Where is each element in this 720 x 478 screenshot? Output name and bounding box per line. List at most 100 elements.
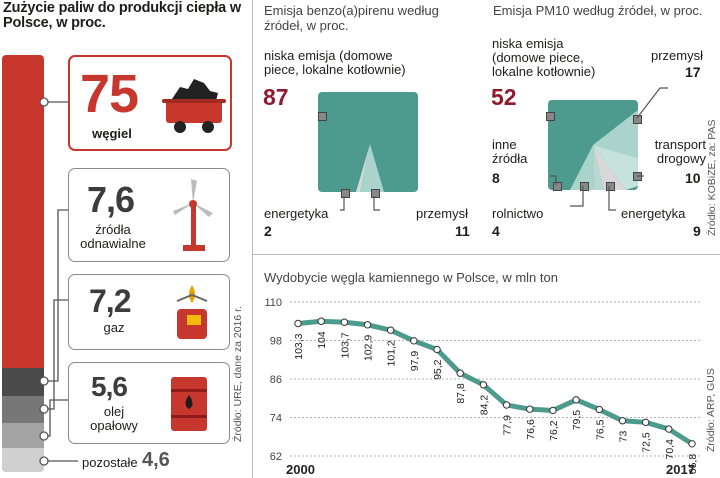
pm10-slice-inne [570, 145, 594, 190]
data-label: 76,6 [525, 419, 537, 440]
pm10-title: Emisja PM10 według źródeł, w proc. [493, 3, 703, 18]
bar-segment-other [2, 448, 44, 472]
bap-energetyka-value: 2 [264, 223, 272, 239]
connector-renewables [44, 209, 68, 382]
value-gas: 7,2 [89, 283, 131, 319]
gas-burner-icon [176, 285, 208, 339]
bap-area-chart [318, 92, 418, 192]
pm10-main-label: niska emisja (domowe piece, lokalne kotł… [492, 36, 596, 79]
series-line [295, 318, 695, 447]
data-point [340, 318, 349, 326]
label-renewables: źródła odnawialne [80, 222, 146, 251]
bap-slice-energetyka [356, 144, 370, 192]
data-label: 76,2 [548, 420, 560, 441]
data-label: 84,2 [478, 395, 490, 416]
bap-slice-przemysl [360, 144, 384, 192]
pm10-marker-main [546, 112, 555, 121]
left-source: Źródło: URE, dane za 2016 r. [232, 306, 244, 442]
bar-segment-oil [2, 423, 44, 448]
pm10-slice-rolnictwo [593, 145, 604, 190]
y-tick-label: 110 [264, 297, 282, 309]
pm10-area-chart [548, 100, 638, 190]
bap-main-label: niska emisja (domowe piece, lokalne kotł… [264, 48, 406, 77]
divider-horizontal [252, 254, 720, 255]
divider-vertical [252, 0, 253, 478]
pm10-inne-label: inne źródła [492, 137, 528, 166]
pm10-main-value: 52 [491, 84, 517, 110]
data-point [549, 406, 557, 415]
label-gas: gaz [103, 320, 125, 335]
bar-segment-coal [2, 55, 44, 372]
pm10-marker-energetyka [606, 182, 615, 191]
data-label: 73 [617, 431, 629, 443]
value-renewables: 7,6 [87, 179, 135, 220]
wind-turbine-icon [173, 179, 213, 251]
line-source: Źródło: ARP, GUS [705, 368, 717, 452]
value-coal: 75 [80, 64, 139, 124]
y-tick-label: 86 [270, 374, 282, 386]
data-point [641, 418, 650, 427]
pm10-leaders [550, 87, 668, 211]
pm10-rolnictwo-label: rolnictwo [492, 206, 544, 221]
label-oil: olej opałowy [90, 404, 138, 433]
bap-marker-main [318, 112, 327, 121]
pm10-energetyka-value: 9 [693, 223, 701, 239]
fuel-stack-graphic [2, 55, 78, 472]
label-other: pozostałe [82, 455, 138, 470]
data-point [456, 369, 464, 377]
pm10-slice-transport [593, 145, 638, 190]
data-label: 97,9 [409, 351, 421, 372]
left-chart-title: Zużycie paliw do produkcji ciepła w Pols… [3, 0, 241, 31]
data-label: 87,8 [455, 383, 467, 404]
data-point [502, 401, 511, 409]
data-point [387, 326, 395, 334]
data-point [526, 405, 534, 413]
pm10-przemysl-label: przemysł [651, 48, 704, 63]
y-tick-label: 62 [270, 451, 282, 463]
data-point [294, 319, 302, 328]
bap-leaders [340, 196, 380, 211]
data-label: 79,5 [571, 410, 583, 431]
data-point [688, 440, 696, 448]
data-point [317, 317, 325, 325]
data-label: 65,8 [687, 454, 699, 475]
data-label: 103,7 [339, 332, 351, 358]
pm10-marker-inne [553, 182, 562, 191]
connector-oil [44, 399, 68, 437]
y-tick-label: 74 [270, 413, 282, 425]
value-other: 4,6 [142, 449, 170, 471]
data-point [433, 345, 441, 354]
data-point [618, 417, 627, 425]
line-chart: 110 98 86 74 62 103,3 104 103,7 102,9 101,2 97,9 95… [264, 297, 700, 477]
data-label: 70,4 [664, 439, 676, 460]
pm10-transport-value: 10 [685, 170, 701, 186]
oil-barrel-icon [171, 377, 207, 431]
data-label: 103,3 [293, 333, 305, 359]
data-point [410, 337, 418, 345]
bar-segment-gas [2, 396, 44, 423]
bap-main-value: 87 [263, 84, 289, 110]
pm10-marker-przemysl [633, 115, 642, 124]
bap-marker-przemysl [371, 189, 380, 198]
data-point [479, 381, 488, 389]
card-coal: 75 węgiel [68, 55, 232, 151]
card-gas: 7,2 gaz [68, 274, 230, 350]
data-point [665, 425, 673, 433]
pm10-transport-label: transport drogowy [654, 137, 706, 166]
pm10-slice-przemysl [593, 110, 638, 158]
data-label: 95,2 [432, 359, 444, 380]
data-label: 102,9 [363, 335, 375, 361]
bap-square-main [318, 92, 418, 192]
pm10-marker-rolnictwo [580, 182, 589, 191]
pm10-przemysl-value: 17 [685, 64, 701, 80]
x-tick-label: 2017 [666, 462, 695, 477]
data-label: 72,5 [641, 432, 653, 453]
card-oil: 5,6 olej opałowy [68, 362, 230, 444]
data-label: 76,5 [594, 419, 606, 440]
pm10-inne-value: 8 [492, 170, 500, 186]
data-label: 101,2 [386, 340, 398, 366]
coal-cart-icon [162, 79, 226, 133]
bap-marker-energetyka [341, 189, 350, 198]
bar-segment-renewables [2, 368, 44, 396]
data-label: 77,9 [502, 415, 514, 436]
